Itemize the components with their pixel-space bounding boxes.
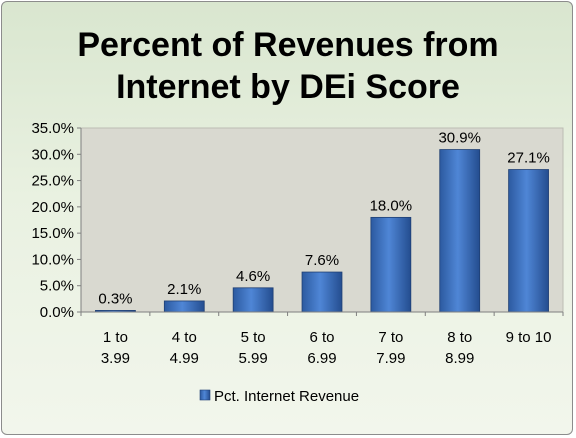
y-tick-label: 35.0%	[31, 120, 74, 137]
legend-swatch	[199, 389, 211, 401]
y-tick-label: 10.0%	[31, 251, 74, 268]
data-label: 30.9%	[438, 130, 481, 147]
legend-label: Pct. Internet Revenue	[214, 388, 359, 405]
bars: 0.3% 2.1% 4.6% 7.6% 18.0% 30.9% 27.1%	[95, 130, 550, 313]
bar	[370, 216, 412, 313]
x-tick-label: 9 to 10	[506, 329, 552, 346]
y-tick-label: 20.0%	[31, 199, 74, 216]
data-label: 7.6%	[305, 252, 339, 269]
chart-title: Percent of Revenues from Internet by DEi…	[77, 26, 499, 106]
data-label: 2.1%	[167, 281, 201, 298]
bar	[439, 149, 481, 313]
data-label: 4.6%	[236, 268, 270, 285]
x-tick-label: 5 to 5.99	[239, 329, 268, 367]
legend: Pct. Internet Revenue	[199, 388, 359, 405]
y-axis: 0.0% 5.0% 10.0% 15.0% 20.0% 25.0% 30.0% 35.0%	[31, 120, 82, 321]
bar	[301, 271, 343, 313]
y-tick-label: 5.0%	[40, 278, 74, 295]
y-tick-label: 0.0%	[40, 304, 74, 321]
x-tick-label: 4 to 4.99	[170, 329, 199, 367]
data-label: 27.1%	[507, 150, 550, 167]
bar	[232, 287, 274, 313]
y-tick-label: 15.0%	[31, 225, 74, 242]
data-label: 18.0%	[370, 197, 413, 214]
x-axis: 1 to 3.99 4 to 4.99 5 to 5.99 6 to 6.99 7 to 7.99…	[80, 311, 564, 367]
y-tick-label: 30.0%	[31, 146, 74, 163]
x-tick-label: 1 to 3.99	[101, 329, 130, 367]
data-label: 0.3%	[98, 290, 132, 307]
x-tick-label: 8 to 8.99	[445, 329, 474, 367]
x-tick-label: 7 to 7.99	[376, 329, 405, 367]
y-tick-label: 25.0%	[31, 173, 74, 190]
x-tick-label: 6 to 6.99	[307, 329, 336, 367]
bar	[163, 300, 205, 313]
bar	[508, 169, 549, 313]
